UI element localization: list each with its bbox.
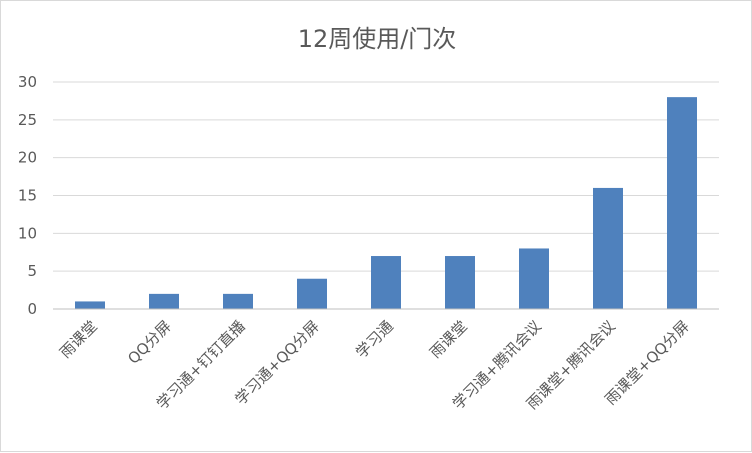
y-tick-label: 15	[18, 187, 37, 205]
y-tick-label: 10	[18, 224, 37, 242]
x-category-label: QQ分屏	[124, 317, 175, 368]
x-category-label: 学习通	[352, 317, 397, 362]
y-tick-label: 5	[27, 262, 37, 280]
bar-4	[371, 256, 401, 309]
bar-8	[667, 97, 697, 309]
bar-5	[445, 256, 475, 309]
y-axis-ticks: 0 5 10 15 20 25 30	[18, 73, 37, 318]
bar-0	[75, 301, 105, 309]
x-category-label: 雨课堂	[56, 317, 101, 362]
y-tick-label: 25	[18, 111, 37, 129]
bar-1	[149, 293, 179, 309]
y-tick-label: 20	[18, 149, 37, 167]
bar-6	[519, 248, 549, 309]
x-category-label: 雨课堂	[426, 317, 471, 362]
bars	[75, 97, 697, 309]
chart-title: 12周使用/门次	[298, 25, 457, 53]
bar-3	[297, 278, 327, 309]
y-tick-label: 30	[18, 73, 37, 91]
bar-2	[223, 293, 253, 309]
y-tick-label: 0	[27, 300, 37, 318]
bar-7	[593, 187, 623, 309]
